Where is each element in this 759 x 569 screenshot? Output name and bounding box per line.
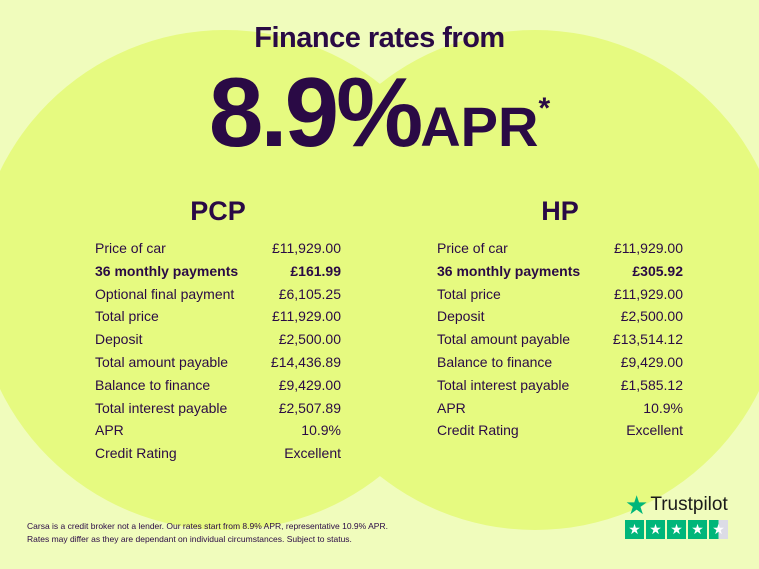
disclaimer-line-2: Rates may differ as they are dependant o… [27,533,352,544]
trustpilot-badge: ★ Trustpilot ★ ★ ★ ★ ★ [625,490,728,539]
table-row: Price of car £11,929.00 [437,237,683,260]
row-label: Deposit [95,331,143,348]
trustpilot-rating: ★ ★ ★ ★ ★ [625,520,728,539]
rate-value: 8.9% [208,57,423,167]
table-row: Optional final payment £6,105.25 [95,283,341,306]
table-row: APR 10.9% [437,397,683,420]
table-row: Price of car £11,929.00 [95,237,341,260]
row-value: £1,585.12 [620,376,683,393]
row-label: APR [95,422,124,439]
row-value: £13,514.12 [612,331,683,348]
row-value: 10.9% [301,422,341,439]
row-value: Excellent [284,445,341,462]
table-row: Total price £11,929.00 [95,305,341,328]
background-circle-right [285,30,759,530]
row-label: 36 monthly payments [437,262,581,279]
table-row: Deposit £2,500.00 [437,305,683,328]
row-label: Credit Rating [95,445,177,462]
table-row: APR 10.9% [95,419,341,442]
row-label: Balance to finance [95,376,211,393]
rate-display: 8.9%APR* [0,62,759,162]
table-row: Total amount payable £13,514.12 [437,328,683,351]
row-label: Total interest payable [437,376,570,393]
table-row: Total amount payable £14,436.89 [95,351,341,374]
table-row: Total interest payable £1,585.12 [437,374,683,397]
trustpilot-star-icon: ★ [625,490,649,520]
row-value: £14,436.89 [270,353,341,370]
headline: Finance rates from [254,22,505,54]
row-value: £2,500.00 [620,308,683,325]
disclaimer: Carsa is a credit broker not a lender. O… [27,520,388,545]
row-label: Credit Rating [437,422,519,439]
row-value: £11,929.00 [613,285,683,302]
row-label: Total amount payable [437,331,571,348]
row-value: £11,929.00 [271,308,341,325]
row-label: Total amount payable [95,353,229,370]
pcp-title: PCP [190,196,246,226]
table-row: Credit Rating Excellent [95,442,341,465]
row-value: £9,429.00 [620,353,683,370]
row-label: Total price [437,285,501,302]
row-value: £6,105.25 [278,285,341,302]
row-value: £9,429.00 [278,376,341,393]
row-value: £305.92 [632,262,683,279]
row-label: Optional final payment [95,285,235,302]
hp-table: HP Price of car £11,929.00 36 monthly paym… [437,196,683,442]
row-label: Total interest payable [95,399,228,416]
hp-title: HP [541,196,579,226]
row-label: Price of car [437,240,508,256]
star-icon: ★ [625,520,644,539]
star-icon: ★ [646,520,665,539]
table-row: Balance to finance £9,429.00 [95,374,341,397]
apr-label: APR [420,95,539,158]
row-value: £11,929.00 [613,240,683,256]
row-value: 10.9% [643,399,683,416]
table-row: Deposit £2,500.00 [95,328,341,351]
row-value: £2,507.89 [278,399,341,416]
row-value: Excellent [626,422,683,439]
table-row: 36 monthly payments £305.92 [437,260,683,283]
table-row: Credit Rating Excellent [437,419,683,442]
row-label: Total price [95,308,159,325]
row-label: Price of car [95,240,166,256]
row-label: Balance to finance [437,353,553,370]
table-row: Balance to finance £9,429.00 [437,351,683,374]
asterisk: * [538,92,551,125]
row-label: 36 monthly payments [95,262,239,279]
half-star-icon: ★ [709,520,728,539]
row-label: APR [437,399,466,416]
table-row: Total price £11,929.00 [437,283,683,306]
row-value: £2,500.00 [278,331,341,348]
table-row: 36 monthly payments £161.99 [95,260,341,283]
star-icon: ★ [667,520,686,539]
row-label: Deposit [437,308,485,325]
row-value: £161.99 [290,262,341,279]
trustpilot-name: Trustpilot [650,494,728,515]
table-row: Total interest payable £2,507.89 [95,397,341,420]
pcp-table: PCP Price of car £11,929.00 36 monthly pay… [95,196,341,465]
row-value: £11,929.00 [271,240,341,256]
disclaimer-line-1: Carsa is a credit broker not a lender. O… [27,521,388,531]
star-icon: ★ [688,520,707,539]
